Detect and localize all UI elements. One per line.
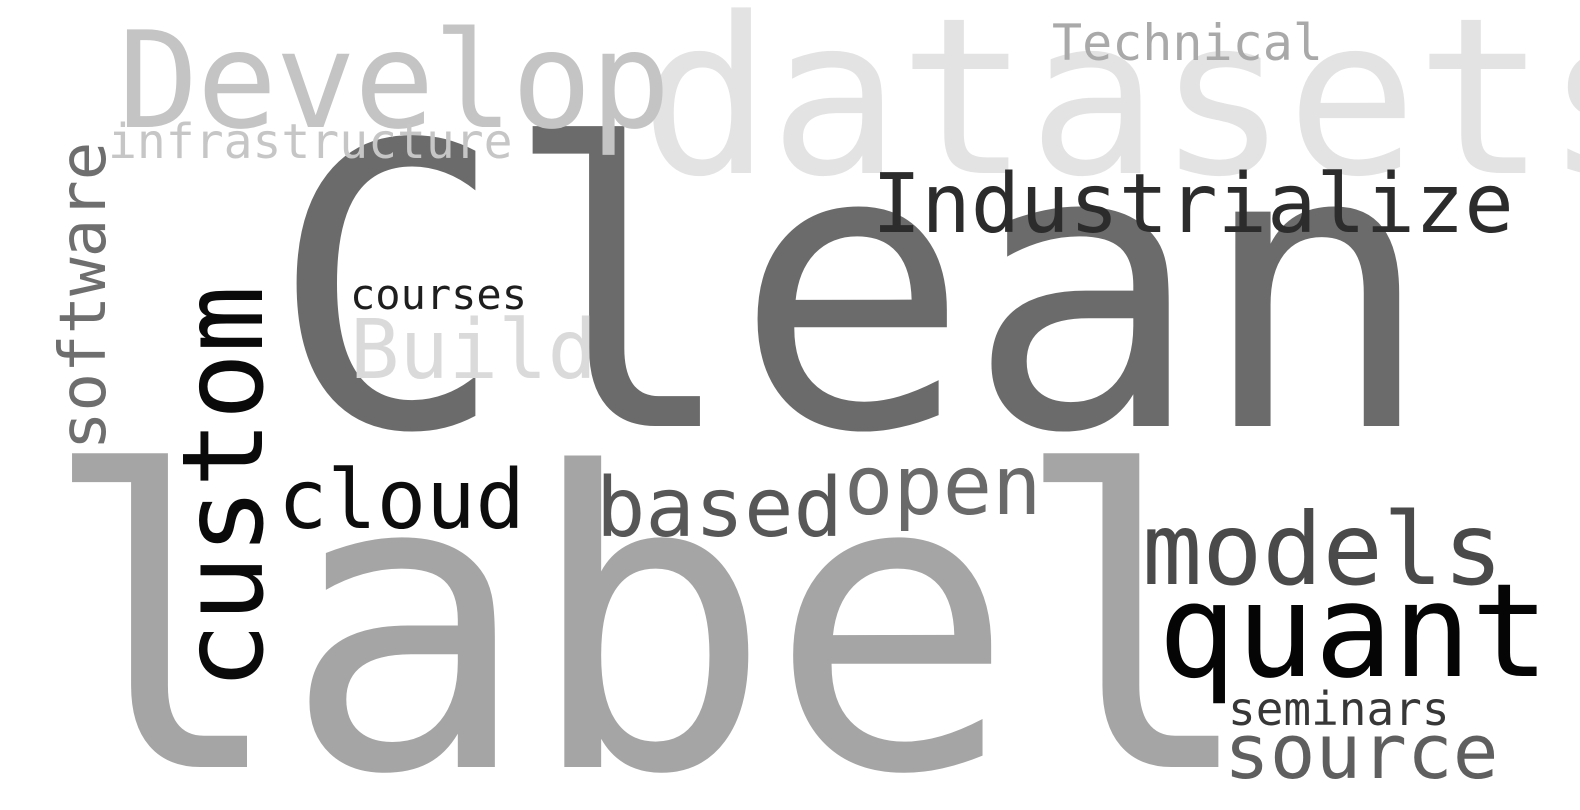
word-software: software [47, 141, 121, 450]
word-technical: Technical [1052, 14, 1323, 72]
word-based: based [596, 461, 843, 556]
word-industrialize: Industrialize [872, 157, 1514, 252]
word-models: models [1142, 491, 1504, 608]
word-seminars: seminars [1228, 682, 1450, 736]
word-datasets: datasets [640, 0, 1580, 225]
word-quant: quant [1158, 555, 1550, 707]
word-open: open [844, 439, 1042, 534]
word-custom: custom [159, 285, 289, 690]
word-infrastructure: infrastructure [108, 114, 513, 170]
word-cloud-term: cloud [278, 453, 525, 548]
word-clean: Clean [270, 63, 1434, 519]
word-courses: courses [350, 270, 528, 319]
word-source: source [1224, 707, 1499, 796]
word-build: Build [350, 303, 597, 398]
word-label: label [40, 386, 1258, 810]
word-develop: Develop [118, 3, 671, 159]
